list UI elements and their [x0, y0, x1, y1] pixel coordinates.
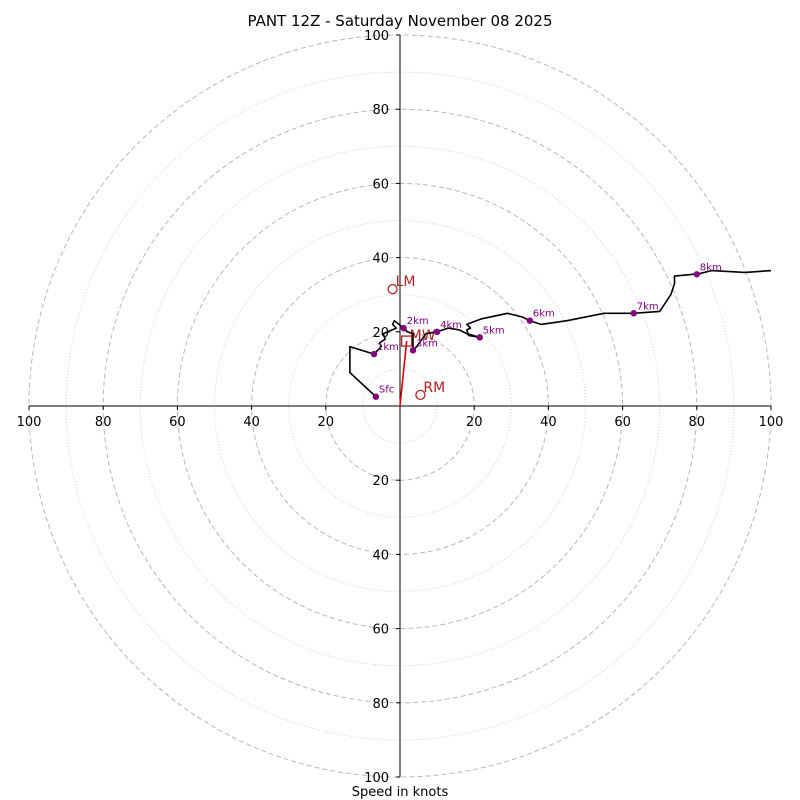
- mean-wind-label: MW: [410, 328, 436, 344]
- height-label-sfc: Sfc: [379, 385, 394, 396]
- x-tick-label: 80: [689, 415, 706, 430]
- height-marker-8km: [693, 271, 700, 278]
- y-tick-label: 100: [364, 771, 389, 786]
- x-tick-label: 100: [17, 415, 42, 430]
- mean-wind-marker: [401, 335, 413, 347]
- height-label-7km: 7km: [637, 301, 659, 312]
- height-label-5km: 5km: [483, 325, 505, 336]
- storm-overlays: MW LM RM: [387, 274, 445, 407]
- height-marker-sfc: [372, 393, 380, 400]
- y-tick-label: 40: [372, 252, 389, 267]
- lm-marker: [387, 283, 398, 295]
- height-label-3km: 3km: [416, 338, 438, 349]
- chart-title: PANT 12Z - Saturday November 08 2025: [247, 12, 552, 30]
- height-marker-2km: [400, 324, 407, 332]
- x-tick-label: 20: [466, 415, 483, 430]
- height-label-4km: 4km: [440, 320, 462, 331]
- y-tick-label: 20: [372, 326, 389, 341]
- height-label-8km: 8km: [700, 262, 722, 273]
- x-tick-label: 60: [614, 415, 631, 430]
- y-tick-label: 60: [372, 623, 389, 638]
- height-label-6km: 6km: [533, 309, 555, 320]
- height-marker-7km: [630, 310, 637, 317]
- height-marker-5km: [476, 334, 483, 341]
- y-tick-label: 20: [372, 474, 389, 489]
- height-label-1km: 1km: [377, 342, 399, 353]
- rm-marker: [415, 389, 426, 401]
- y-tick-label: 100: [364, 29, 389, 44]
- y-tick-label: 40: [372, 548, 389, 563]
- mean-wind-vector: [399, 340, 408, 407]
- y-tick-label: 80: [372, 697, 389, 712]
- height-marker-1km: [370, 350, 378, 358]
- x-tick-label: 80: [95, 415, 112, 430]
- height-marker-3km: [409, 347, 417, 354]
- lm-label: LM: [396, 274, 416, 290]
- x-tick-label: 40: [243, 415, 260, 430]
- x-axis-label: Speed in knots: [352, 785, 449, 800]
- x-tick-label: 100: [759, 415, 784, 430]
- x-tick-label: 60: [169, 415, 186, 430]
- tick-labels: 100 80 60 40 20 20 40 60 80 100 100 80 60 40 20 20 40 60 8…: [17, 29, 784, 786]
- height-marker-4km: [433, 328, 441, 335]
- height-marker-6km: [526, 317, 534, 324]
- height-label-2km: 2km: [407, 316, 429, 327]
- x-tick-label: 40: [540, 415, 557, 430]
- x-tick-label: 20: [318, 415, 335, 430]
- rm-label: RM: [423, 380, 445, 396]
- y-tick-label: 80: [372, 103, 389, 118]
- y-tick-label: 60: [372, 177, 389, 192]
